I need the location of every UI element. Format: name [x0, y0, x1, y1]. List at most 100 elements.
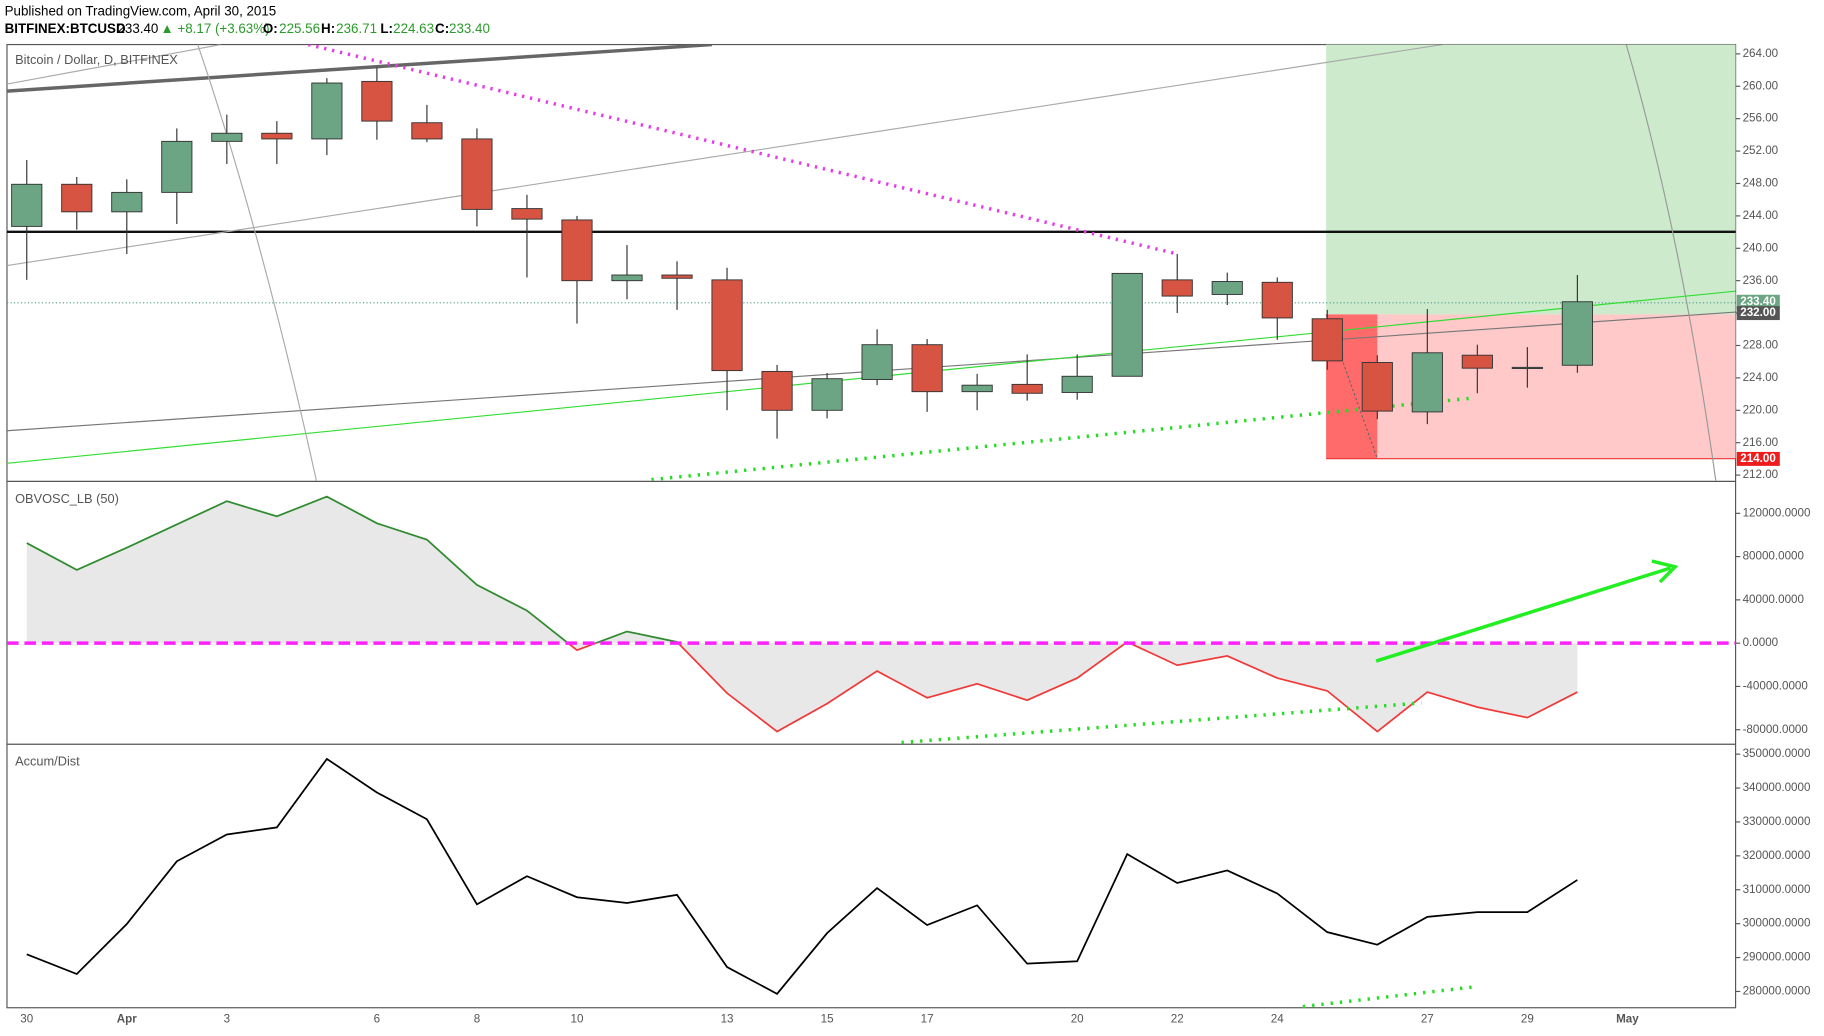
arrow	[1375, 566, 1671, 663]
candle-body	[1511, 366, 1543, 369]
x-tick-label: 6	[374, 1012, 380, 1025]
y-tick-label: 350000.0000	[1743, 747, 1811, 760]
y-tick-label: 320000.0000	[1743, 849, 1811, 862]
close-label: C:	[435, 21, 449, 36]
y-tick-label: 216.00	[1743, 436, 1779, 449]
loss-zone	[1326, 314, 1736, 459]
y-tick-label: 256.00	[1743, 112, 1779, 125]
candle-body	[711, 279, 743, 372]
y-tick-label: 264.00	[1743, 47, 1779, 60]
candle-body	[61, 183, 93, 213]
x-tick-label: 30	[20, 1012, 33, 1025]
candle-body	[511, 208, 543, 220]
candle-body	[261, 132, 293, 140]
ad-title: Accum/Dist	[15, 754, 80, 769]
plot-frame	[6, 43, 1737, 1009]
dotted-trend	[1302, 985, 1476, 1009]
x-tick-label: 29	[1521, 1012, 1534, 1025]
obv-pane	[6, 495, 1736, 733]
close-value: 233.40	[449, 21, 490, 36]
y-tick-label: 80000.0000	[1743, 550, 1805, 563]
trend-line	[6, 44, 1443, 267]
y-tick-label: 300000.0000	[1743, 917, 1811, 930]
y-tick-label: 212.00	[1743, 468, 1779, 481]
change: ▲ +8.17 (+3.63%)	[161, 21, 270, 36]
candle-body	[1211, 281, 1243, 295]
last-price: 233.40	[117, 21, 158, 36]
candle-body	[161, 140, 193, 193]
trend-line	[6, 44, 222, 85]
y-tick-label: 340000.0000	[1743, 781, 1811, 794]
candle-body	[1311, 318, 1343, 362]
y-tick-label: 248.00	[1743, 177, 1779, 190]
candle-body	[1361, 362, 1393, 412]
y-tick-label: 224.00	[1743, 371, 1779, 384]
y-tick-label: 228.00	[1743, 339, 1779, 352]
x-tick-label: 17	[921, 1012, 934, 1025]
obv-title: OBVOSC_LB (50)	[15, 491, 119, 506]
high-label: H:	[321, 21, 335, 36]
candle-body	[861, 344, 893, 380]
candle-body	[761, 370, 793, 411]
candle-body	[1261, 281, 1293, 319]
high-value: 236.71	[336, 21, 377, 36]
candle-body	[911, 344, 943, 393]
price-label-bg	[1736, 306, 1780, 321]
candle-body	[1561, 301, 1593, 366]
line	[26, 757, 1578, 995]
y-tick-label: 280000.0000	[1743, 985, 1811, 998]
price-label-bg	[1736, 294, 1780, 309]
candle-body	[1111, 272, 1143, 377]
candle-body	[661, 274, 693, 279]
candle-body	[611, 274, 643, 282]
line-negative	[566, 643, 1578, 733]
candle-body	[1011, 383, 1043, 394]
trend-line	[6, 44, 713, 93]
y-tick-label: 310000.0000	[1743, 883, 1811, 896]
x-tick-label: 3	[224, 1012, 230, 1025]
y-tick-label: 220.00	[1743, 403, 1779, 416]
y-tick-label: 290000.0000	[1743, 951, 1811, 964]
candle-body	[111, 191, 143, 213]
y-tick-label: 330000.0000	[1743, 815, 1811, 828]
candle-body	[1161, 279, 1193, 297]
x-tick-label: 20	[1071, 1012, 1084, 1025]
ad-pane	[26, 757, 1578, 995]
y-tick-label: -40000.0000	[1743, 680, 1809, 693]
candle-body	[1061, 375, 1093, 393]
y-tick-label: 236.00	[1743, 274, 1779, 287]
price-label: 214.00	[1740, 452, 1776, 465]
symbol: BITFINEX:BTCUSD	[5, 21, 126, 36]
profit-zone	[1326, 44, 1736, 315]
line-positive	[26, 495, 1132, 644]
x-tick-label: 27	[1421, 1012, 1434, 1025]
candle-body	[961, 384, 993, 393]
candles	[11, 67, 1593, 439]
candle-body	[11, 183, 43, 227]
x-tick-label: 15	[821, 1012, 834, 1025]
arc	[197, 44, 317, 481]
candle-body	[1461, 354, 1493, 369]
x-tick-label: 13	[721, 1012, 734, 1025]
price-label: 233.40	[1740, 295, 1776, 308]
obv-drawings	[901, 559, 1679, 744]
candle-body	[411, 122, 443, 140]
y-tick-label: 252.00	[1743, 144, 1779, 157]
y-tick-label: 0.0000	[1743, 636, 1779, 649]
candle-body	[461, 138, 493, 210]
arc	[1625, 44, 1717, 481]
price-label-bg	[1736, 451, 1780, 466]
axes: 264.00 260.00 256.00 252.00 248.00 244.00 240.…	[20, 47, 1811, 1026]
y-tick-label: 244.00	[1743, 209, 1779, 222]
published: Published on TradingView.com, April 30, …	[5, 4, 277, 19]
x-tick-label: Apr	[117, 1012, 137, 1025]
arrow-head	[1651, 559, 1679, 584]
y-tick-label: 240.00	[1743, 241, 1779, 254]
low-value: 224.63	[393, 21, 434, 36]
y-tick-label: 260.00	[1743, 79, 1779, 92]
candle-body	[811, 378, 843, 411]
candle-body	[211, 132, 243, 142]
candle-body	[1411, 352, 1443, 413]
area	[26, 496, 1578, 732]
x-tick-label: 8	[474, 1012, 480, 1025]
